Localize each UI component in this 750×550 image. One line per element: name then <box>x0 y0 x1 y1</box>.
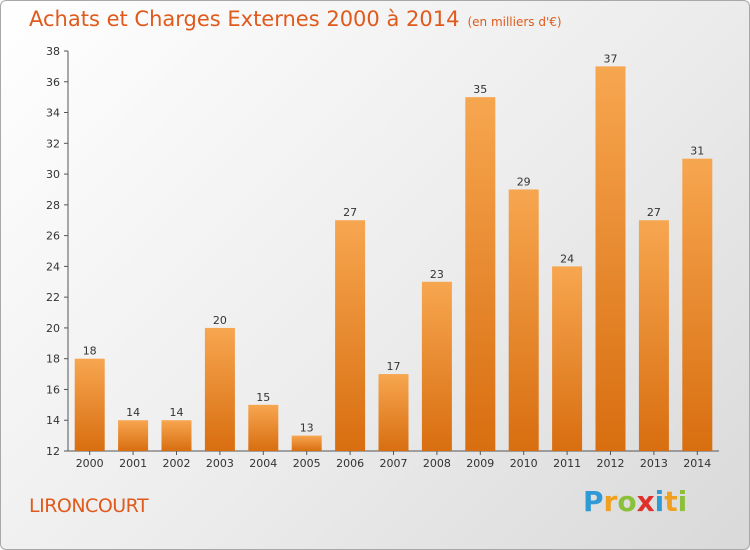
x-tick-label: 2001 <box>119 457 147 470</box>
chart-title-text: Achats et Charges Externes 2000 à 2014 <box>29 7 460 31</box>
x-tick-label: 2008 <box>423 457 451 470</box>
x-tick-label: 2005 <box>293 457 321 470</box>
x-tick-label: 2007 <box>380 457 408 470</box>
x-tick-label: 2006 <box>336 457 364 470</box>
bar-value-label: 24 <box>560 252 574 265</box>
y-tick-label: 38 <box>46 45 60 58</box>
commune-name: LIRONCOURT <box>29 495 149 517</box>
logo-letter: i <box>677 485 688 518</box>
bar-value-label: 14 <box>170 406 184 419</box>
bar-value-label: 29 <box>517 175 531 188</box>
y-tick-label: 14 <box>46 414 60 427</box>
x-tick-label: 2002 <box>163 457 191 470</box>
proxiti-logo: Proxiti <box>583 485 687 518</box>
bar-value-label: 13 <box>300 422 314 435</box>
x-tick-label: 2010 <box>510 457 538 470</box>
chart-title: Achats et Charges Externes 2000 à 2014 (e… <box>29 7 562 31</box>
bar <box>161 420 192 451</box>
bar <box>508 189 539 451</box>
bar <box>638 220 669 451</box>
bar <box>552 266 583 451</box>
bar-value-label: 31 <box>690 145 704 158</box>
bar-value-label: 17 <box>387 360 401 373</box>
bar-value-label: 27 <box>343 206 357 219</box>
y-tick-label: 24 <box>46 260 60 273</box>
logo-letter: t <box>664 485 678 518</box>
x-tick-label: 2014 <box>683 457 711 470</box>
logo-letter: x <box>636 485 655 518</box>
bar <box>74 358 105 451</box>
x-tick-label: 2012 <box>597 457 625 470</box>
bar-value-label: 20 <box>213 314 227 327</box>
y-tick-label: 16 <box>46 383 60 396</box>
y-tick-label: 18 <box>46 353 60 366</box>
bar-value-label: 15 <box>256 391 270 404</box>
bar-value-label: 14 <box>126 406 140 419</box>
y-tick-label: 28 <box>46 199 60 212</box>
bar-value-label: 35 <box>473 83 487 96</box>
bar <box>118 420 149 451</box>
bar <box>335 220 366 451</box>
bar <box>378 374 409 451</box>
y-tick-label: 34 <box>46 107 60 120</box>
bar <box>465 97 496 452</box>
bar-value-label: 23 <box>430 268 444 281</box>
y-tick-label: 26 <box>46 230 60 243</box>
logo-letter: P <box>583 485 604 518</box>
y-tick-label: 20 <box>46 322 60 335</box>
bar-value-label: 37 <box>604 52 618 65</box>
bar <box>421 281 452 451</box>
bar-value-label: 18 <box>83 345 97 358</box>
x-tick-label: 2011 <box>553 457 581 470</box>
chart-subtitle: (en milliers d'€) <box>467 15 562 29</box>
x-tick-label: 2003 <box>206 457 234 470</box>
logo-letter: r <box>603 485 618 518</box>
bar <box>248 404 279 451</box>
logo-letter: o <box>617 485 637 518</box>
bar-value-label: 27 <box>647 206 661 219</box>
x-tick-label: 2009 <box>466 457 494 470</box>
x-tick-label: 2004 <box>249 457 277 470</box>
bar <box>291 435 322 451</box>
y-tick-label: 22 <box>46 291 60 304</box>
logo-letter: i <box>654 485 665 518</box>
y-tick-label: 32 <box>46 137 60 150</box>
bar <box>682 158 713 451</box>
y-tick-label: 30 <box>46 168 60 181</box>
x-tick-label: 2013 <box>640 457 668 470</box>
y-tick-label: 36 <box>46 76 60 89</box>
bar <box>204 327 235 451</box>
x-tick-label: 2000 <box>76 457 104 470</box>
bar <box>595 66 626 451</box>
y-tick-label: 12 <box>46 445 60 458</box>
